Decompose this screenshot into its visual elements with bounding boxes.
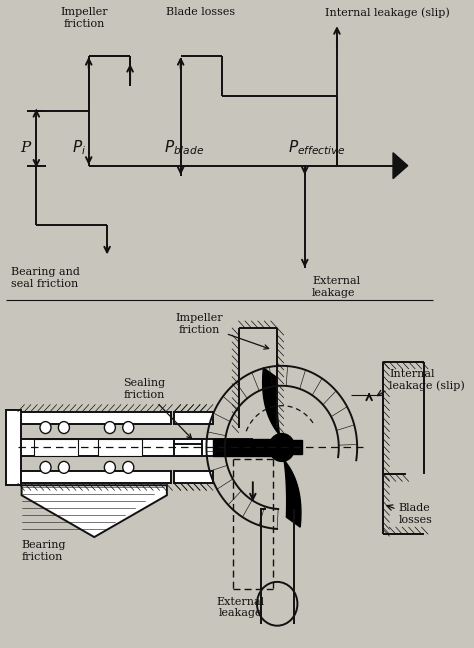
Circle shape [104,422,115,434]
Bar [34,439,78,456]
Bar [18,439,252,456]
Text: Blade
losses: Blade losses [399,503,432,525]
Text: Sealing
friction: Sealing friction [123,378,191,439]
Text: Impeller
friction: Impeller friction [175,314,269,349]
Text: Internal
leakage (slip): Internal leakage (slip) [389,369,465,391]
Text: External
leakage: External leakage [312,276,360,298]
Text: $P_i$: $P_i$ [72,139,86,157]
Polygon shape [263,368,282,448]
Bar [18,471,172,483]
Bar [213,439,282,456]
Text: Bearing and
seal friction: Bearing and seal friction [10,267,80,289]
Text: P: P [20,141,30,155]
Circle shape [40,461,51,473]
Text: External
leakage: External leakage [216,597,264,618]
Bar [18,411,172,424]
Bar [6,410,21,485]
Polygon shape [22,485,167,537]
Polygon shape [282,448,301,527]
Circle shape [58,461,69,473]
Bar [174,471,213,483]
Text: Impeller
friction: Impeller friction [60,7,108,29]
Text: $P_{blade}$: $P_{blade}$ [164,139,204,157]
Bar [174,439,202,450]
Circle shape [40,422,51,434]
Circle shape [257,582,297,626]
Circle shape [123,461,134,473]
Text: $P_{effective}$: $P_{effective}$ [288,139,346,157]
Bar [174,445,202,456]
Bar [98,439,142,456]
Circle shape [104,461,115,473]
Circle shape [269,434,295,461]
Bar [174,411,213,424]
Polygon shape [393,153,408,179]
Circle shape [58,422,69,434]
Text: Bearing
friction: Bearing friction [22,540,66,562]
Text: Blade losses: Blade losses [166,7,236,17]
Text: Internal leakage (slip): Internal leakage (slip) [325,7,450,18]
Bar [262,441,302,454]
Circle shape [123,422,134,434]
